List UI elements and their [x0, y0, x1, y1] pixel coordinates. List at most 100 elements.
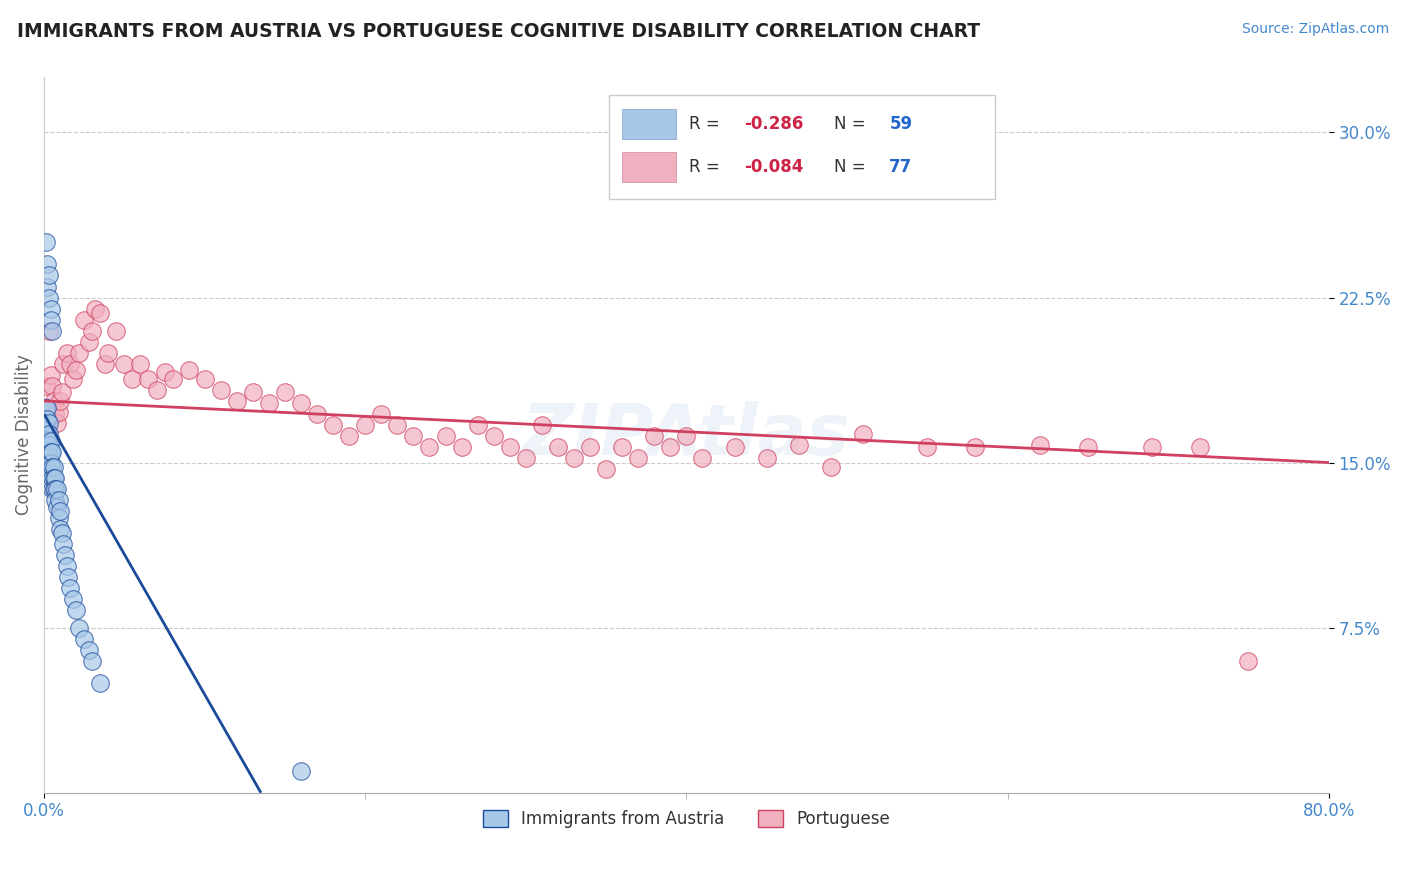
FancyBboxPatch shape [609, 95, 994, 199]
Point [46, 482, 69, 496]
Point [37, 423, 59, 437]
Point [38, 268, 60, 283]
Point [1140, 440, 1163, 454]
Point [41, 378, 63, 392]
Point [225, 393, 247, 408]
Point [129, 357, 152, 371]
Point [692, 451, 714, 466]
Point [35, 401, 58, 415]
Point [138, 372, 160, 386]
Point [37, 411, 59, 425]
Point [290, 764, 312, 778]
Point [58, 570, 80, 584]
Point [38, 434, 60, 448]
Point [39, 301, 62, 316]
Point [94, 357, 117, 371]
Point [627, 451, 650, 466]
Legend: Immigrants from Austria, Portuguese: Immigrants from Austria, Portuguese [477, 803, 897, 834]
Text: R =: R = [689, 158, 725, 176]
Point [39, 456, 62, 470]
Point [49, 393, 72, 408]
Point [820, 459, 842, 474]
Point [46, 500, 69, 514]
Point [42, 459, 65, 474]
Text: ZIPAtlas: ZIPAtlas [522, 401, 851, 469]
Point [37, 279, 59, 293]
Text: -0.286: -0.286 [744, 115, 804, 133]
Point [418, 440, 440, 454]
Point [52, 357, 75, 371]
Point [49, 522, 72, 536]
Point [37, 444, 59, 458]
Point [434, 429, 457, 443]
Point [84, 301, 107, 316]
Point [38, 324, 60, 338]
Point [643, 429, 665, 443]
Point [450, 440, 472, 454]
Point [41, 459, 63, 474]
Point [44, 407, 66, 421]
Point [35, 423, 58, 437]
Point [39, 467, 62, 481]
Point [38, 449, 60, 463]
Point [209, 383, 232, 397]
Point [105, 324, 128, 338]
Point [1237, 654, 1260, 668]
Point [322, 418, 344, 433]
Point [177, 363, 200, 377]
Point [39, 312, 62, 326]
Point [41, 482, 63, 496]
Point [562, 451, 585, 466]
Point [65, 603, 87, 617]
Point [387, 418, 409, 433]
Point [62, 592, 84, 607]
Point [37, 434, 59, 448]
Point [42, 393, 65, 408]
Point [48, 405, 70, 419]
Text: 59: 59 [890, 115, 912, 133]
Point [787, 438, 810, 452]
Point [675, 429, 697, 443]
Point [852, 426, 875, 441]
Point [38, 426, 60, 441]
Point [46, 416, 69, 430]
Point [1028, 438, 1050, 452]
Point [35, 411, 58, 425]
Text: 77: 77 [890, 158, 912, 176]
Text: -0.084: -0.084 [744, 158, 804, 176]
Point [38, 438, 60, 452]
Point [482, 429, 505, 443]
Point [153, 365, 176, 379]
Point [73, 312, 96, 326]
Point [1077, 440, 1099, 454]
Point [41, 324, 63, 338]
Point [77, 334, 100, 349]
Point [337, 429, 360, 443]
Point [49, 504, 72, 518]
Point [35, 235, 58, 250]
Point [354, 418, 377, 433]
Point [39, 368, 62, 382]
Point [59, 581, 82, 595]
Point [595, 462, 617, 476]
Point [499, 440, 522, 454]
Point [55, 345, 77, 359]
Point [35, 378, 58, 392]
Point [242, 385, 264, 400]
Point [77, 642, 100, 657]
Point [51, 385, 73, 400]
Point [37, 401, 59, 415]
Point [65, 363, 87, 377]
Point [547, 440, 569, 454]
Point [257, 396, 280, 410]
Point [37, 401, 59, 415]
Point [37, 258, 59, 272]
FancyBboxPatch shape [621, 109, 676, 139]
Point [44, 482, 66, 496]
Point [38, 291, 60, 305]
Point [307, 407, 329, 421]
Point [73, 632, 96, 646]
Point [97, 345, 120, 359]
Point [915, 440, 938, 454]
Point [41, 471, 63, 485]
